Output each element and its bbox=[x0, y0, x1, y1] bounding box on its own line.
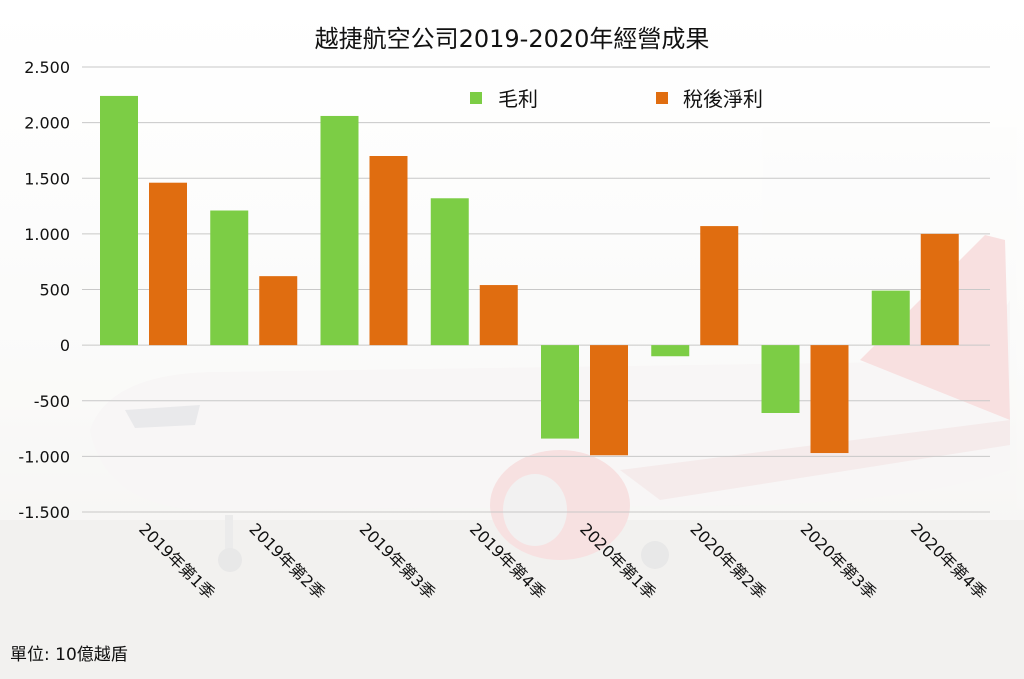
bar-gross-profit bbox=[651, 345, 690, 357]
bar-gross-profit bbox=[320, 115, 359, 346]
bar-gross-profit bbox=[100, 95, 138, 346]
bar-net-profit bbox=[479, 285, 518, 346]
bars bbox=[100, 95, 959, 456]
bar-net-profit bbox=[920, 233, 959, 346]
legend-swatch-net-profit bbox=[656, 92, 668, 104]
y-axis-ticks: 2.500 2.000 1.500 1.000 500 0 -500 -1.000 -1.500 bbox=[18, 58, 70, 522]
y-tick-label: 0 bbox=[60, 336, 70, 355]
bar-gross-profit bbox=[541, 345, 579, 439]
bar-net-profit bbox=[259, 276, 298, 346]
bar-gross-profit bbox=[210, 210, 249, 346]
bar-net-profit bbox=[700, 226, 739, 346]
y-tick-label: 2.500 bbox=[24, 58, 70, 77]
y-tick-label: -1.000 bbox=[18, 447, 70, 466]
y-tick-label: 500 bbox=[39, 281, 70, 300]
y-tick-label: 2.000 bbox=[24, 114, 70, 133]
y-tick-label: 1.000 bbox=[24, 225, 70, 244]
unit-note: 單位: 10億越盾 bbox=[10, 645, 128, 665]
legend-label-gross-profit: 毛利 bbox=[498, 87, 538, 111]
legend: 毛利 稅後淨利 bbox=[470, 87, 763, 111]
y-tick-label: -1.500 bbox=[18, 503, 70, 522]
bar-net-profit bbox=[149, 182, 187, 346]
legend-label-net-profit: 稅後淨利 bbox=[683, 87, 763, 111]
y-tick-label: -500 bbox=[34, 392, 70, 411]
legend-swatch-gross-profit bbox=[470, 92, 482, 104]
bar-net-profit bbox=[810, 345, 849, 454]
bar-gross-profit bbox=[871, 290, 910, 346]
bar-gross-profit bbox=[761, 345, 800, 413]
bar-net-profit bbox=[590, 345, 628, 456]
chart-title: 越捷航空公司2019-2020年經營成果 bbox=[315, 25, 710, 53]
bar-net-profit bbox=[369, 156, 408, 346]
bar-gross-profit bbox=[430, 198, 469, 346]
y-tick-label: 1.500 bbox=[24, 169, 70, 188]
